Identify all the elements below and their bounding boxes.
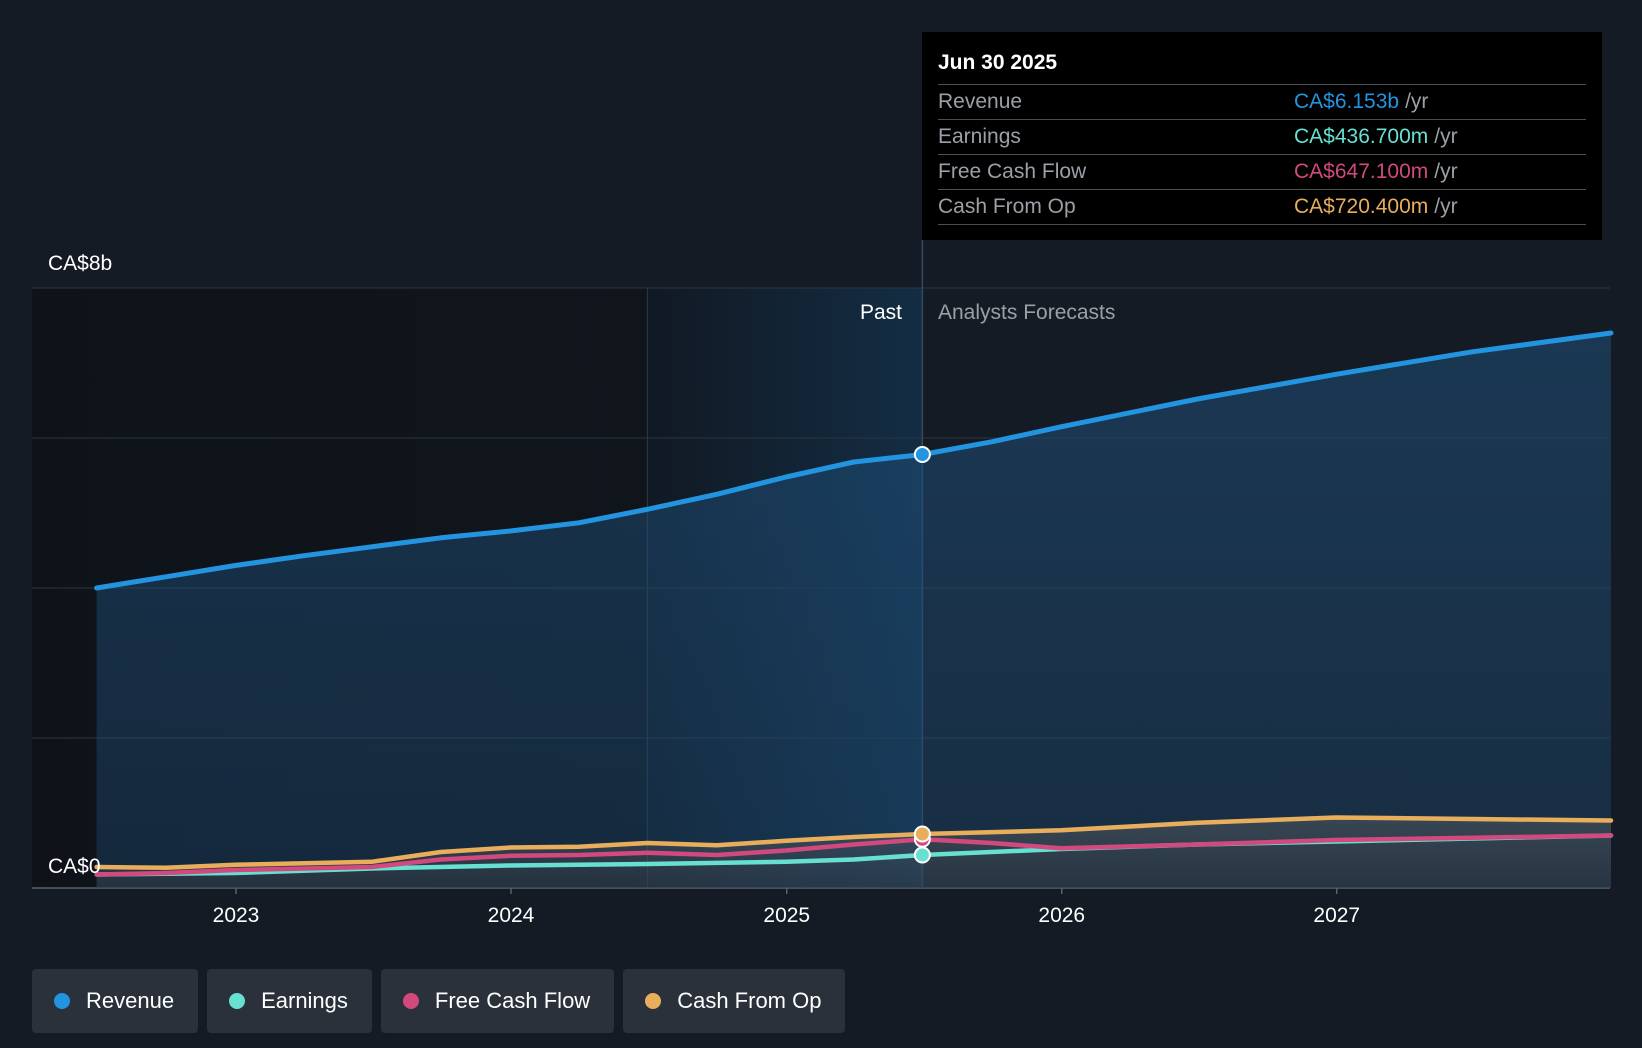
x-tick-label: 2024 [488,904,535,927]
tooltip-row-value: CA$720.400m [1294,195,1429,218]
legend-label: Earnings [261,988,348,1013]
past-label: Past [860,301,903,324]
legend-item-cash-from-op[interactable]: Cash From Op [623,969,846,1033]
tooltip-row-unit: /yr [1434,125,1458,148]
legend-item-free-cash-flow[interactable]: Free Cash Flow [380,969,615,1033]
data-point-earnings [913,846,931,864]
tooltip-row-unit: /yr [1434,160,1458,183]
data-point-cash-from-op [913,825,931,843]
tooltip-row-value: CA$436.700m [1294,125,1429,148]
tooltip-row: Cash From Op CA$720.400m/yr [938,190,1586,225]
legend-item-revenue[interactable]: Revenue [32,969,199,1033]
tooltip-row-label: Revenue [938,90,1023,113]
small-series-area [96,817,1612,888]
data-point-revenue [913,446,931,463]
legend-dot-icon [54,993,70,1009]
revenue-area [96,333,1612,888]
tooltip: Jun 30 2025 Revenue CA$6.153b/yr Earnings C… [922,32,1602,240]
tooltip-row-label: Earnings [938,125,1021,148]
tooltip-row-label: Cash From Op [938,195,1076,218]
y-axis-max-label: CA$8b [48,252,113,275]
tooltip-row-value: CA$6.153b [1294,90,1400,113]
series-line-free-cash-flow [94,833,1614,877]
tooltip-date: Jun 30 2025 [938,48,1586,85]
tooltip-row-unit: /yr [1405,90,1429,113]
x-tick-label: 2025 [763,904,810,927]
tooltip-row-value: CA$647.100m [1294,160,1429,183]
legend-dot-icon [402,993,419,1009]
y-axis-min-label: CA$0 [48,855,101,878]
x-tick-label: 2026 [1038,904,1085,927]
x-tick-label: 2023 [213,904,260,927]
legend-dot-icon [645,993,662,1009]
tooltip-row-unit: /yr [1434,195,1458,218]
legend: Revenue Earnings Free Cash Flow Cash From O… [32,969,846,1033]
tooltip-row: Earnings CA$436.700m/yr [938,120,1586,155]
tooltip-row-label: Free Cash Flow [938,160,1087,183]
forecast-label: Analysts Forecasts [938,301,1116,324]
legend-label: Revenue [86,988,175,1013]
legend-label: Free Cash Flow [434,988,591,1013]
legend-label: Cash From Op [677,988,822,1013]
x-tick-label: 2027 [1313,904,1360,927]
legend-dot-icon [229,993,246,1009]
legend-item-earnings[interactable]: Earnings [207,969,372,1033]
series-line-cash-from-op [94,815,1614,871]
tooltip-row: Free Cash Flow CA$647.100m/yr [938,155,1586,190]
series-line-revenue [94,330,1614,591]
tooltip-row: Revenue CA$6.153b/yr [938,85,1586,120]
